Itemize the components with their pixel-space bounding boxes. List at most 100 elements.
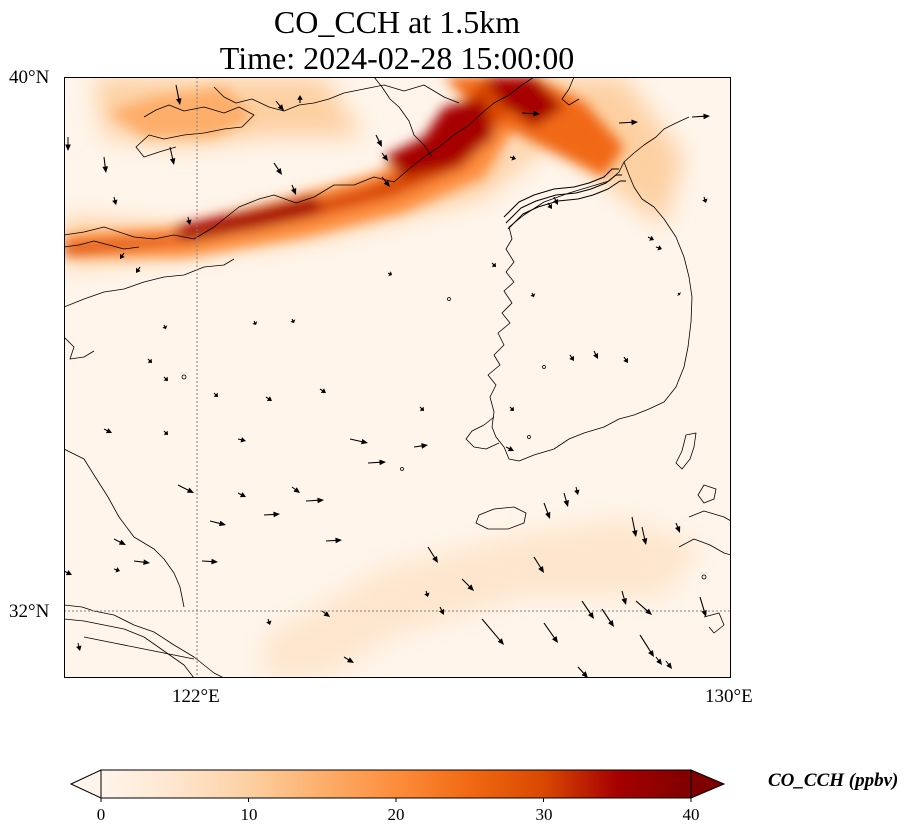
colorbar-extend-max <box>690 769 726 799</box>
lat-tick-label-32n: 32°N <box>9 601 50 622</box>
wind-arrow <box>349 438 368 445</box>
wind-arrow <box>533 556 544 573</box>
wind-arrow <box>321 610 330 617</box>
wind-arrow <box>291 184 297 195</box>
wind-arrow <box>102 156 108 173</box>
colorbar-label: CO_CCH (ppbv) <box>768 770 899 791</box>
wind-arrow <box>699 596 707 617</box>
wind-arrow <box>522 110 540 117</box>
wind-arrow <box>252 320 258 325</box>
wind-arrow <box>162 324 168 329</box>
wind-arrow <box>424 590 430 597</box>
wind-arrow <box>581 600 594 619</box>
wind-arrow <box>209 520 226 527</box>
concentration-field <box>64 77 704 678</box>
wind-arrow <box>290 318 296 323</box>
wind-arrow <box>76 642 82 651</box>
wind-arrow <box>692 113 710 120</box>
wind-arrow <box>177 484 194 493</box>
wind-arrow <box>481 618 504 645</box>
gridlines <box>64 77 731 678</box>
wind-arrow <box>64 570 72 576</box>
wind-arrow <box>543 622 558 643</box>
wind-arrow <box>427 546 438 563</box>
wind-arrow <box>647 235 654 241</box>
wind-arrow <box>665 660 672 669</box>
wind-arrow <box>675 522 681 533</box>
wind-arrow <box>563 492 569 507</box>
colorbar-tick-label-10: 10 <box>240 805 258 824</box>
wind-arrow <box>273 162 282 175</box>
wind-arrow <box>163 430 168 435</box>
wind-arrow <box>266 618 272 625</box>
wind-arrow <box>368 459 386 466</box>
wind-arrow <box>65 137 71 151</box>
wind-arrow <box>639 634 654 657</box>
colorbar-gradient <box>100 769 692 799</box>
wind-arrow <box>413 443 428 449</box>
wind-arrow <box>186 216 192 225</box>
wind-arrow <box>133 559 150 565</box>
wind-arrow <box>543 502 551 519</box>
wind-arrow <box>120 252 125 259</box>
wind-arrow <box>461 578 474 591</box>
wind-arrow <box>530 292 536 297</box>
wind-arrow <box>491 262 496 267</box>
wind-arrow <box>169 146 176 165</box>
wind-arrow <box>237 437 246 443</box>
lon-tick-label-122e: 122°E <box>172 686 220 707</box>
wind-arrow <box>175 84 182 105</box>
wind-arrow <box>147 358 152 363</box>
wind-arrow <box>574 486 580 495</box>
wind-arrow <box>623 356 628 363</box>
colorbar-tick-label-20: 20 <box>387 805 405 824</box>
lat-tick-label-40n: 40°N <box>9 67 50 88</box>
wind-arrow <box>593 350 599 359</box>
plot-title-line-1: CO_CCH at 1.5km <box>273 4 521 40</box>
wind-arrow <box>631 516 638 537</box>
wind-vectors <box>64 84 710 678</box>
colorbar-extend-min <box>70 769 102 799</box>
map-frame <box>64 77 731 678</box>
wind-arrow <box>621 590 627 605</box>
wind-arrow <box>297 95 303 103</box>
wind-arrow <box>113 538 126 545</box>
colorbar-tick-label-30: 30 <box>535 805 553 824</box>
wind-arrow <box>112 196 118 205</box>
map-panel <box>64 77 731 678</box>
wind-arrow <box>601 608 614 627</box>
wind-arrow <box>509 406 514 411</box>
wind-arrow <box>319 388 326 393</box>
wind-arrow <box>509 155 516 161</box>
coastlines <box>64 77 731 678</box>
wind-arrow <box>635 600 652 615</box>
wind-arrow <box>655 656 662 665</box>
wind-arrow <box>375 134 382 147</box>
colorbar-tick-label-40: 40 <box>682 805 700 824</box>
wind-arrow <box>264 511 280 518</box>
wind-arrow <box>553 196 559 205</box>
wind-arrow <box>306 497 324 504</box>
colorbar-tick-label-0: 0 <box>96 805 106 824</box>
wind-arrow <box>655 245 662 251</box>
plot-title-line-2: Time: 2024-02-28 15:00:00 <box>219 40 575 76</box>
wind-arrow <box>103 428 112 434</box>
wind-arrow <box>163 376 168 381</box>
wind-arrow <box>275 100 284 111</box>
wind-arrow <box>291 486 300 493</box>
wind-arrow <box>505 446 514 452</box>
wind-arrow <box>113 567 120 573</box>
lon-tick-label-130e: 130°E <box>705 686 753 707</box>
wind-arrow <box>381 152 388 161</box>
wind-arrow <box>569 354 574 361</box>
wind-arrow <box>213 392 218 397</box>
colorbar <box>70 769 726 802</box>
wind-arrow <box>577 666 588 678</box>
wind-arrow <box>136 266 141 273</box>
wind-arrow <box>237 492 246 498</box>
wind-arrow <box>387 271 392 277</box>
wind-arrow <box>265 396 272 401</box>
wind-arrow <box>326 537 342 544</box>
wind-arrow <box>676 291 681 296</box>
wind-arrow <box>641 526 648 545</box>
